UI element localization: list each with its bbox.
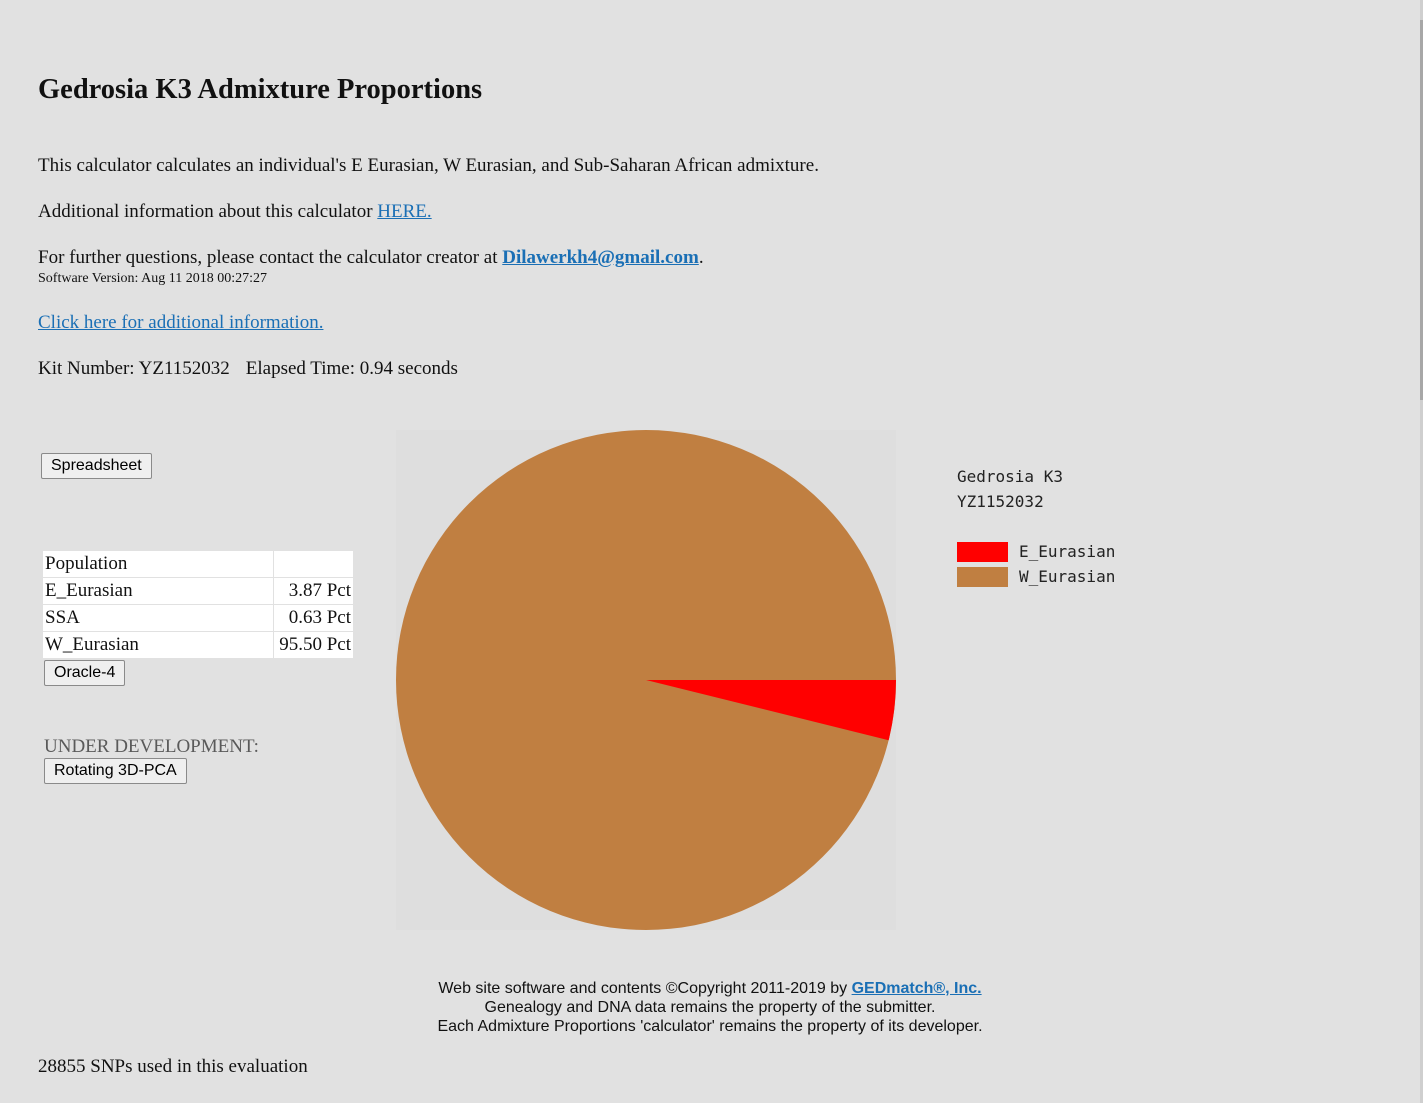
additional-info-text: Additional information about this calcul… (38, 201, 378, 222)
percent-cell: 95.50 Pct (274, 632, 353, 658)
elapsed-time: Elapsed Time: 0.94 seconds (245, 358, 458, 379)
contact-suffix: . (698, 247, 704, 268)
population-cell: SSA (43, 605, 273, 631)
additional-info-line: Additional information about this calcul… (38, 201, 432, 223)
snps-count: 28855 SNPs used in this evaluation (38, 1056, 308, 1077)
pie-slice-e-eurasian (646, 680, 896, 741)
results-table: Population E_Eurasian 3.87 Pct SSA 0.63 … (42, 550, 354, 659)
chart-subtitle: YZ1152032 (957, 492, 1044, 511)
legend-swatch-e-eurasian (957, 542, 1008, 562)
kit-number: Kit Number: YZ1152032 (38, 358, 230, 379)
pie-chart-svg (396, 430, 896, 930)
table-row: SSA 0.63 Pct (43, 605, 353, 631)
vertical-scrollbar[interactable] (1420, 0, 1423, 1103)
footer: Web site software and contents ©Copyrigh… (0, 979, 1420, 1036)
page-title: Gedrosia K3 Admixture Proportions (38, 74, 483, 105)
population-cell: E_Eurasian (43, 578, 273, 604)
table-header-row: Population (43, 551, 353, 577)
value-header (274, 551, 353, 577)
population-header: Population (43, 551, 273, 577)
gedmatch-link[interactable]: GEDmatch®, Inc. (851, 980, 982, 997)
calculator-ownership-line: Each Admixture Proportions 'calculator' … (437, 1018, 983, 1035)
data-ownership-line: Genealogy and DNA data remains the prope… (484, 999, 936, 1016)
creator-email-link[interactable]: Dilawerkh4@gmail.com (502, 247, 699, 268)
here-link[interactable]: HERE. (377, 201, 432, 222)
rotating-3d-pca-button[interactable]: Rotating 3D-PCA (44, 758, 187, 784)
percent-cell: 3.87 Pct (274, 578, 353, 604)
admixture-pie-chart (396, 430, 896, 930)
table-row: E_Eurasian 3.87 Pct (43, 578, 353, 604)
kit-info-line: Kit Number: YZ1152032 Elapsed Time: 0.94 … (38, 358, 458, 380)
contact-line: For further questions, please contact th… (38, 247, 704, 269)
under-development-label: UNDER DEVELOPMENT: (44, 736, 259, 757)
legend-swatch-w-eurasian (957, 567, 1008, 587)
additional-info-block: Click here for additional information. (38, 312, 323, 334)
chart-title: Gedrosia K3 (957, 467, 1063, 486)
spreadsheet-button[interactable]: Spreadsheet (41, 453, 152, 479)
calculator-description: This calculator calculates an individual… (38, 155, 819, 176)
copyright-text: Web site software and contents ©Copyrigh… (438, 980, 852, 997)
population-cell: W_Eurasian (43, 632, 273, 658)
percent-cell: 0.63 Pct (274, 605, 353, 631)
legend-label-e-eurasian: E_Eurasian (1019, 542, 1116, 561)
software-version: Software Version: Aug 11 2018 00:27:27 (38, 271, 268, 286)
legend-label-w-eurasian: W_Eurasian (1019, 567, 1116, 586)
contact-text: For further questions, please contact th… (38, 247, 503, 268)
oracle-4-button[interactable]: Oracle-4 (44, 660, 126, 686)
copyright-line: Web site software and contents ©Copyrigh… (0, 979, 1420, 998)
scrollbar-thumb[interactable] (1420, 20, 1423, 400)
click-here-link[interactable]: Click here for additional information. (38, 312, 324, 333)
table-row: W_Eurasian 95.50 Pct (43, 632, 353, 658)
